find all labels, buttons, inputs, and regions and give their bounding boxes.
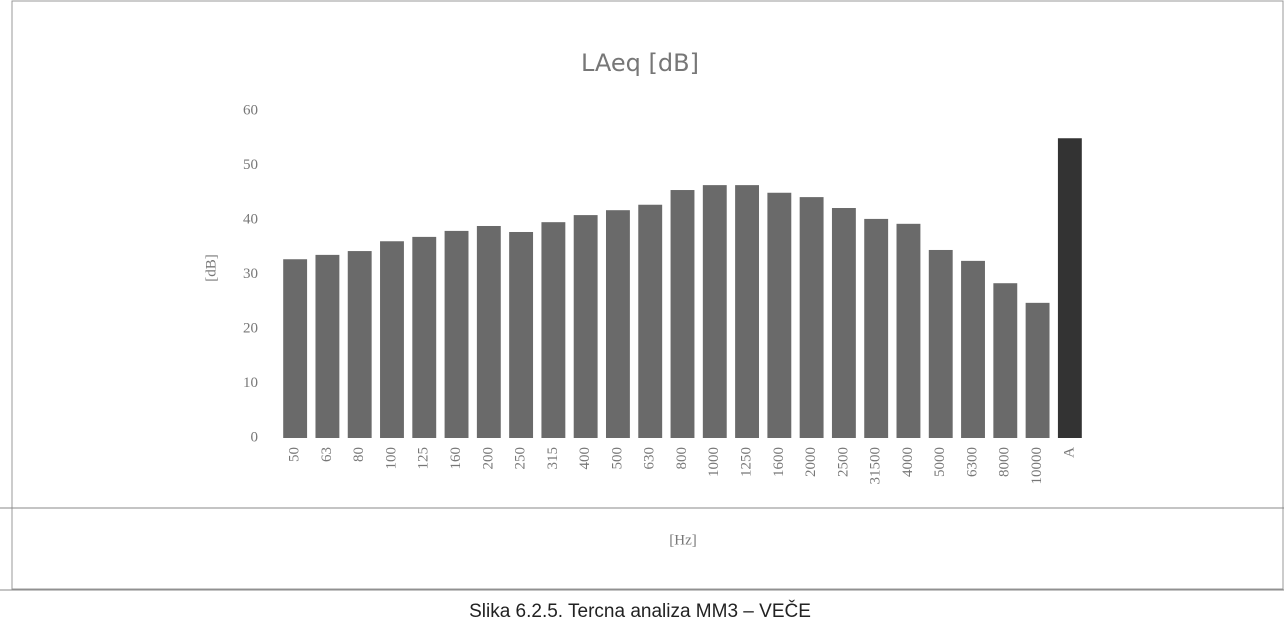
y-tick-label: 0 <box>251 429 259 445</box>
bar <box>283 259 308 438</box>
x-tick-label: 500 <box>609 447 625 470</box>
x-tick-label: 1600 <box>771 447 787 477</box>
bar <box>541 222 566 438</box>
x-tick-label: A <box>1061 447 1077 458</box>
x-tick-label: 630 <box>642 447 658 470</box>
x-tick-label: 100 <box>383 447 399 470</box>
x-tick-label: 2000 <box>803 447 819 477</box>
bar <box>638 204 663 438</box>
x-tick-label: 200 <box>480 447 496 470</box>
x-tick-label: 80 <box>351 447 367 462</box>
x-tick-label: 50 <box>287 447 303 462</box>
y-tick-label: 60 <box>243 102 258 118</box>
bar <box>767 192 792 438</box>
x-tick-label: 4000 <box>900 447 916 477</box>
bar <box>831 208 856 438</box>
x-tick-label: 125 <box>416 447 432 470</box>
y-tick-label: 40 <box>243 211 258 227</box>
bar <box>928 249 953 438</box>
x-tick-label: 8000 <box>997 447 1013 477</box>
bar <box>799 197 824 438</box>
bar <box>702 185 727 438</box>
x-tick-label: 160 <box>448 447 464 470</box>
y-tick-label: 30 <box>243 266 258 282</box>
x-tick-label: 250 <box>513 447 529 470</box>
bar <box>961 260 985 438</box>
bar <box>412 236 437 438</box>
x-tick-label: 10000 <box>1029 447 1045 485</box>
y-tick-label: 20 <box>243 320 258 336</box>
y-tick-label: 10 <box>243 375 258 391</box>
bar <box>476 225 501 438</box>
bar <box>993 283 1018 438</box>
chart-title: LAeq [dB] <box>581 49 699 77</box>
bar <box>605 210 630 438</box>
bar <box>573 215 598 438</box>
chart-frame <box>11 0 1284 590</box>
y-tick-label: 50 <box>243 157 258 173</box>
x-tick-label: 6300 <box>964 447 980 477</box>
bar <box>1025 302 1050 438</box>
bar <box>735 185 760 438</box>
bar <box>347 251 372 438</box>
x-tick-label: 1000 <box>706 447 722 477</box>
bar <box>509 231 534 438</box>
bar <box>315 254 340 438</box>
x-tick-label: 315 <box>545 447 561 470</box>
bar <box>864 218 889 438</box>
bar <box>1057 138 1082 438</box>
x-tick-label: 2500 <box>835 447 851 477</box>
x-axis-label: [Hz] <box>669 532 696 548</box>
bar <box>380 241 404 438</box>
caption: Slika 6.2.5. Tercna analiza MM3 – VEČE <box>469 600 811 622</box>
x-tick-label: 1250 <box>738 447 754 477</box>
x-tick-label: 400 <box>577 447 593 470</box>
bar <box>896 223 921 438</box>
y-axis-label: [dB] <box>203 254 219 282</box>
x-tick-label: 63 <box>319 447 335 462</box>
bar <box>670 190 695 438</box>
x-tick-label: 31500 <box>868 447 884 485</box>
x-tick-label: 800 <box>674 447 690 470</box>
x-tick-label: 5000 <box>932 447 948 477</box>
bar <box>444 230 469 438</box>
